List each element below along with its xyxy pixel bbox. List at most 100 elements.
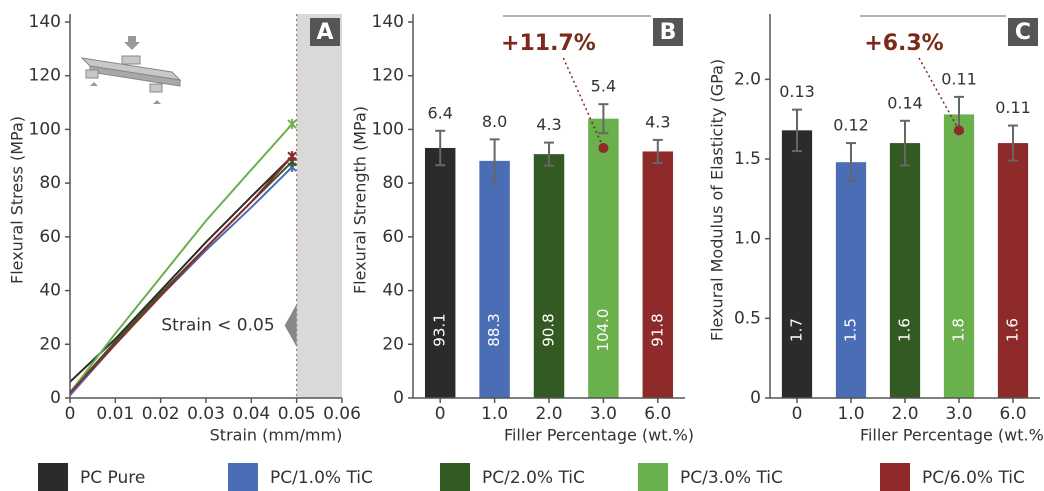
value-label: 104.0 <box>594 309 612 352</box>
x-tick-label: 2.0 <box>891 404 918 424</box>
annotation-leader <box>918 57 960 131</box>
threshold-pointer <box>284 304 297 347</box>
y-tick-label: 100 <box>29 119 61 139</box>
y-tick-label: 0 <box>393 388 404 408</box>
legend-swatch <box>228 463 258 491</box>
bar <box>835 162 867 398</box>
annotation-leader <box>562 57 605 149</box>
bar <box>943 114 975 399</box>
series-line <box>69 155 293 383</box>
panel-label-box <box>1008 18 1038 46</box>
y-tick-label: 140 <box>29 12 61 32</box>
annotation: Strain < 0.05 <box>161 315 274 335</box>
y-tick-label: 1.0 <box>734 229 761 249</box>
value-label: 90.8 <box>540 313 558 346</box>
bar <box>889 143 921 398</box>
error-label: 0.14 <box>887 93 923 112</box>
x-tick-label: 0 <box>435 404 446 424</box>
legend-label: PC/6.0% TiC <box>922 468 1025 488</box>
y-tick-label: 40 <box>382 281 404 301</box>
annotation: +6.3% <box>864 31 943 56</box>
panel-label-box <box>310 18 340 46</box>
error-label: 0.12 <box>833 116 869 135</box>
y-tick-label: 60 <box>39 227 61 247</box>
error-label: 0.13 <box>779 82 815 101</box>
y-axis-label: Flexural Modulus of Elasticity (GPa) <box>708 59 727 341</box>
shaded-region <box>296 14 342 398</box>
y-tick-label: 40 <box>39 281 61 301</box>
y-tick-label: 100 <box>372 119 404 139</box>
y-tick-label: 2.0 <box>734 69 761 89</box>
value-label: 91.8 <box>648 313 666 346</box>
x-tick-label: 0.01 <box>96 404 134 424</box>
bar <box>533 154 565 398</box>
bar <box>997 143 1029 398</box>
error-label: 4.3 <box>645 112 670 131</box>
value-label: 1.7 <box>788 318 806 342</box>
legend-swatch <box>440 463 470 491</box>
x-tick-label: 0 <box>65 404 76 424</box>
value-label: 1.6 <box>896 318 914 342</box>
error-label: 8.0 <box>482 112 507 131</box>
beam-icon <box>80 36 182 104</box>
error-label: 0.11 <box>995 98 1031 117</box>
y-axis-label: Flexural Stress (MPa) <box>8 116 27 284</box>
y-tick-label: 80 <box>382 173 404 193</box>
value-label: 88.3 <box>485 313 503 346</box>
x-tick-label: 3.0 <box>945 404 972 424</box>
x-tick-label: 2.0 <box>535 404 562 424</box>
y-tick-label: 1.5 <box>734 149 761 169</box>
value-label: 93.1 <box>431 313 449 346</box>
y-tick-label: 120 <box>29 66 61 86</box>
panel-label: B <box>660 20 677 45</box>
legend-swatch <box>38 463 68 491</box>
legend-swatch <box>880 463 910 491</box>
bar <box>479 160 510 398</box>
x-axis-label: Filler Percentage (wt.%) <box>860 426 1044 445</box>
x-tick-label: 6.0 <box>999 404 1026 424</box>
y-tick-label: 140 <box>372 12 404 32</box>
x-tick-label: 0 <box>792 404 803 424</box>
end-marker <box>287 119 297 130</box>
y-tick-label: 20 <box>39 334 61 354</box>
value-label: 1.8 <box>950 318 968 342</box>
x-tick-label: 6.0 <box>644 404 671 424</box>
y-axis-label: Flexural Strength (MPa) <box>351 106 370 294</box>
value-label: 1.5 <box>842 318 860 342</box>
reference-dot <box>954 125 964 136</box>
x-tick-label: 0.06 <box>323 404 361 424</box>
bar <box>424 147 456 398</box>
x-tick-label: 0.04 <box>232 404 270 424</box>
error-label: 4.3 <box>536 115 561 134</box>
y-tick-label: 80 <box>39 173 61 193</box>
bar <box>781 130 813 398</box>
legend-label: PC Pure <box>80 468 145 488</box>
legend-swatch <box>638 463 668 491</box>
reference-dot <box>598 142 609 153</box>
y-tick-label: 120 <box>372 66 404 86</box>
panel-label: A <box>316 20 333 45</box>
error-label: 6.4 <box>427 103 452 122</box>
y-tick-label: 0 <box>50 388 61 408</box>
x-tick-label: 0.03 <box>187 404 225 424</box>
error-label: 5.4 <box>591 77 616 96</box>
x-tick-label: 1.0 <box>837 404 864 424</box>
series-line <box>69 155 293 394</box>
y-tick-label: 0.5 <box>734 308 761 328</box>
legend-label: PC/1.0% TiC <box>270 468 373 488</box>
x-tick-label: 1.0 <box>481 404 508 424</box>
bar <box>588 118 619 398</box>
x-axis-label: Filler Percentage (wt.%) <box>504 426 694 445</box>
end-marker <box>287 151 297 162</box>
y-tick-label: 0 <box>750 388 761 408</box>
panel-label-box <box>653 18 683 46</box>
error-label: 0.11 <box>941 69 977 88</box>
x-tick-label: 0.02 <box>142 404 180 424</box>
x-tick-label: 3.0 <box>590 404 617 424</box>
x-tick-label: 0.05 <box>278 404 316 424</box>
x-axis-label: Strain (mm/mm) <box>210 426 343 445</box>
y-tick-label: 20 <box>382 334 404 354</box>
y-tick-label: 60 <box>382 227 404 247</box>
series-line <box>69 166 293 396</box>
